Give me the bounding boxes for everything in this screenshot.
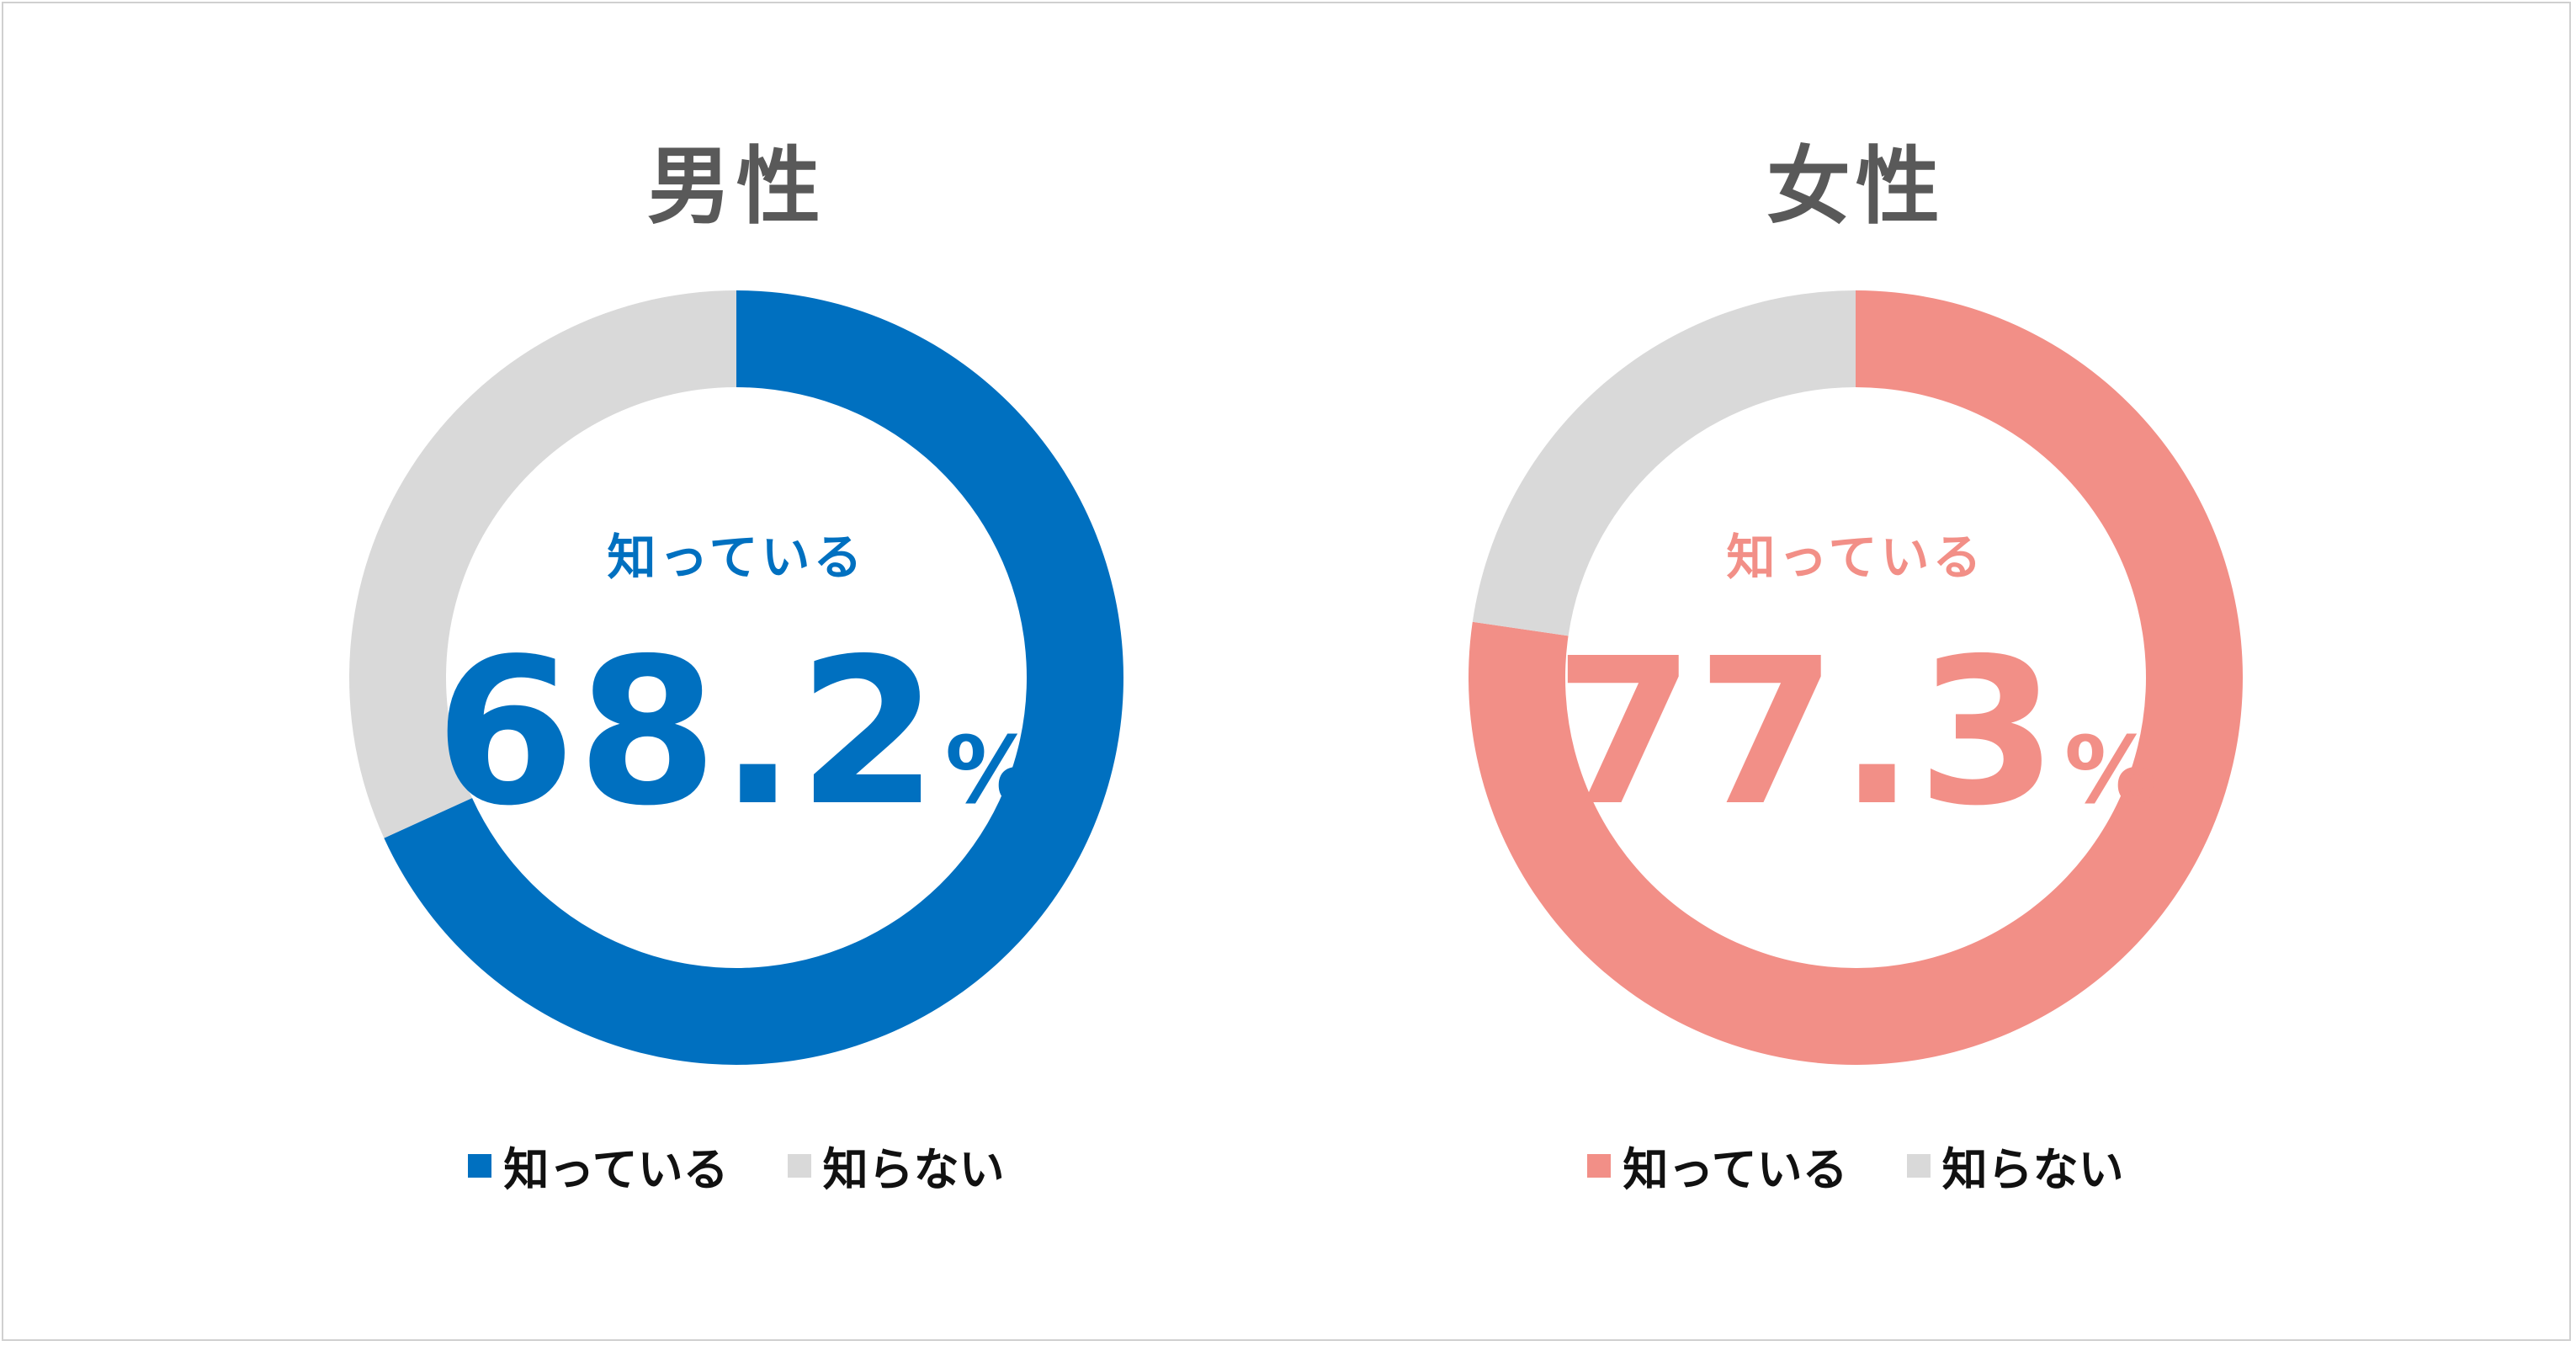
donut-chart (1468, 290, 2243, 1065)
legend-item-known: 知っている (1587, 1132, 1848, 1199)
chart-panel-male: 男性 知っている 68.2% 知っている 知らない (189, 0, 1283, 1346)
legend: 知っている 知らない (189, 1132, 1283, 1199)
center-label: 知っている (1726, 529, 1985, 586)
legend-label-known: 知っている (503, 1143, 729, 1196)
donut-chart (348, 290, 1123, 1065)
legend-item-known: 知っている (468, 1132, 729, 1199)
legend-item-unknown: 知らない (787, 1132, 1005, 1199)
center-value-number: 77.3 (1554, 614, 2059, 850)
chart-panel-female: 女性 知っている 77.3% 知っている 知らない (1309, 0, 2403, 1346)
center-value: 77.3% (1309, 614, 2403, 850)
center-label: 知っている (607, 529, 866, 586)
center-value-unit: % (2063, 716, 2158, 824)
legend-swatch-known (468, 1153, 492, 1178)
chart-title: 女性 (1766, 137, 1945, 236)
chart-title: 男性 (647, 137, 826, 236)
legend-swatch-unknown (787, 1153, 811, 1178)
legend: 知っている 知らない (1309, 1132, 2403, 1199)
center-value-number: 68.2 (434, 614, 940, 850)
legend-swatch-unknown (1906, 1153, 1931, 1178)
legend-label-unknown: 知らない (1941, 1143, 2124, 1196)
legend-item-unknown: 知らない (1906, 1132, 2124, 1199)
legend-label-unknown: 知らない (822, 1143, 1005, 1196)
legend-label-known: 知っている (1623, 1143, 1848, 1196)
center-value: 68.2% (189, 614, 1283, 850)
legend-swatch-known (1587, 1153, 1612, 1178)
center-value-unit: % (944, 716, 1038, 824)
donut-slice-unknown (348, 290, 736, 838)
donut-slice-unknown (1472, 290, 1856, 636)
